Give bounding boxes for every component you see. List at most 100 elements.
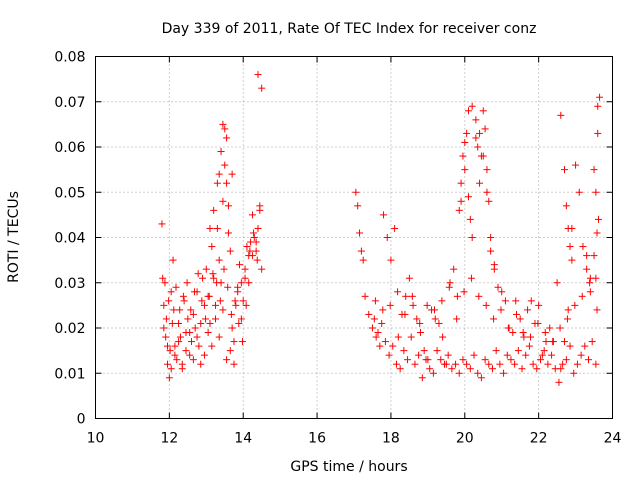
data-point [168,319,176,327]
data-point [183,279,191,287]
data-point [228,170,236,178]
data-point [171,351,179,359]
data-point [488,365,496,373]
data-point [519,329,527,337]
data-point [206,319,214,327]
data-point [359,256,367,264]
data-point [250,229,258,237]
data-point [467,274,475,282]
data-point [498,288,506,296]
data-point [198,297,206,305]
data-point [165,374,173,382]
data-point [496,360,504,368]
data-point [593,306,601,314]
data-point [594,215,602,223]
data-point [232,301,240,309]
data-point [248,211,256,219]
data-point [365,310,373,318]
data-point [562,202,570,210]
data-point [411,360,419,368]
data-point [368,324,376,332]
x-tick-label: 10 [87,431,105,447]
data-point [485,197,493,205]
data-point [394,333,402,341]
data-point [472,134,480,142]
data-point [238,338,246,346]
data-point [180,297,188,305]
data-point [209,270,217,278]
data-point [444,351,452,359]
x-tick-label: 16 [308,431,326,447]
x-tick-label: 22 [530,431,548,447]
data-point [594,102,602,110]
data-point [188,338,196,346]
data-point [460,288,468,296]
data-point [352,188,360,196]
data-point [378,319,386,327]
data-point [200,301,208,309]
data-point [514,347,522,355]
grid [95,56,613,419]
data-point [564,306,572,314]
data-point [500,369,508,377]
x-tick-label: 12 [160,431,178,447]
y-tick-label: 0.07 [54,95,85,111]
data-point [583,265,591,273]
data-point [258,84,266,92]
data-point [235,319,243,327]
data-point [433,347,441,355]
data-point [385,351,393,359]
x-tick-label: 14 [234,431,252,447]
data-point [394,288,402,296]
data-point [357,247,365,255]
data-point [542,338,550,346]
data-point [534,319,542,327]
data-point [354,202,362,210]
data-point [212,315,220,323]
data-point [455,369,463,377]
data-point [578,292,586,300]
data-point [549,338,557,346]
data-point [204,329,212,337]
data-point [223,134,231,142]
data-point [560,338,568,346]
data-point [422,356,430,364]
data-point [213,279,221,287]
data-point [463,360,471,368]
data-point [548,351,556,359]
data-point [236,261,244,269]
data-point [461,138,469,146]
y-tick-labels: 0 0.01 0.02 0.03 0.04 0.05 0.06 0.07 0.08 [54,50,85,428]
data-point [166,347,174,355]
data-point [564,224,572,232]
data-point [216,297,224,305]
data-point [193,333,201,341]
data-point [160,324,168,332]
data-point [429,369,437,377]
data-point [557,111,565,119]
data-point [423,301,431,309]
data-point [396,365,404,373]
data-point [588,338,596,346]
data-point [243,243,251,251]
data-point [407,333,415,341]
data-point [210,206,218,214]
data-point [483,188,491,196]
data-point [536,356,544,364]
y-tick-label: 0.06 [54,140,85,156]
data-point [230,338,238,346]
data-point [590,166,598,174]
data-point [250,234,258,241]
data-point [468,234,476,241]
data-point [553,279,561,287]
data-point [223,356,231,364]
data-point [194,270,202,278]
data-point [242,301,250,309]
data-point [535,301,543,309]
data-point [426,365,434,373]
data-point [497,306,505,314]
data-point [416,319,424,327]
data-point [413,315,421,323]
data-point [208,243,216,251]
data-point [162,333,170,341]
